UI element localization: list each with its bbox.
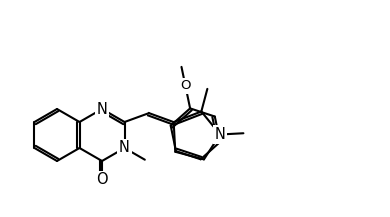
Text: N: N [97,102,108,117]
Text: N: N [215,127,225,142]
Text: O: O [96,172,108,187]
Text: O: O [180,79,191,92]
Text: N: N [119,140,130,156]
